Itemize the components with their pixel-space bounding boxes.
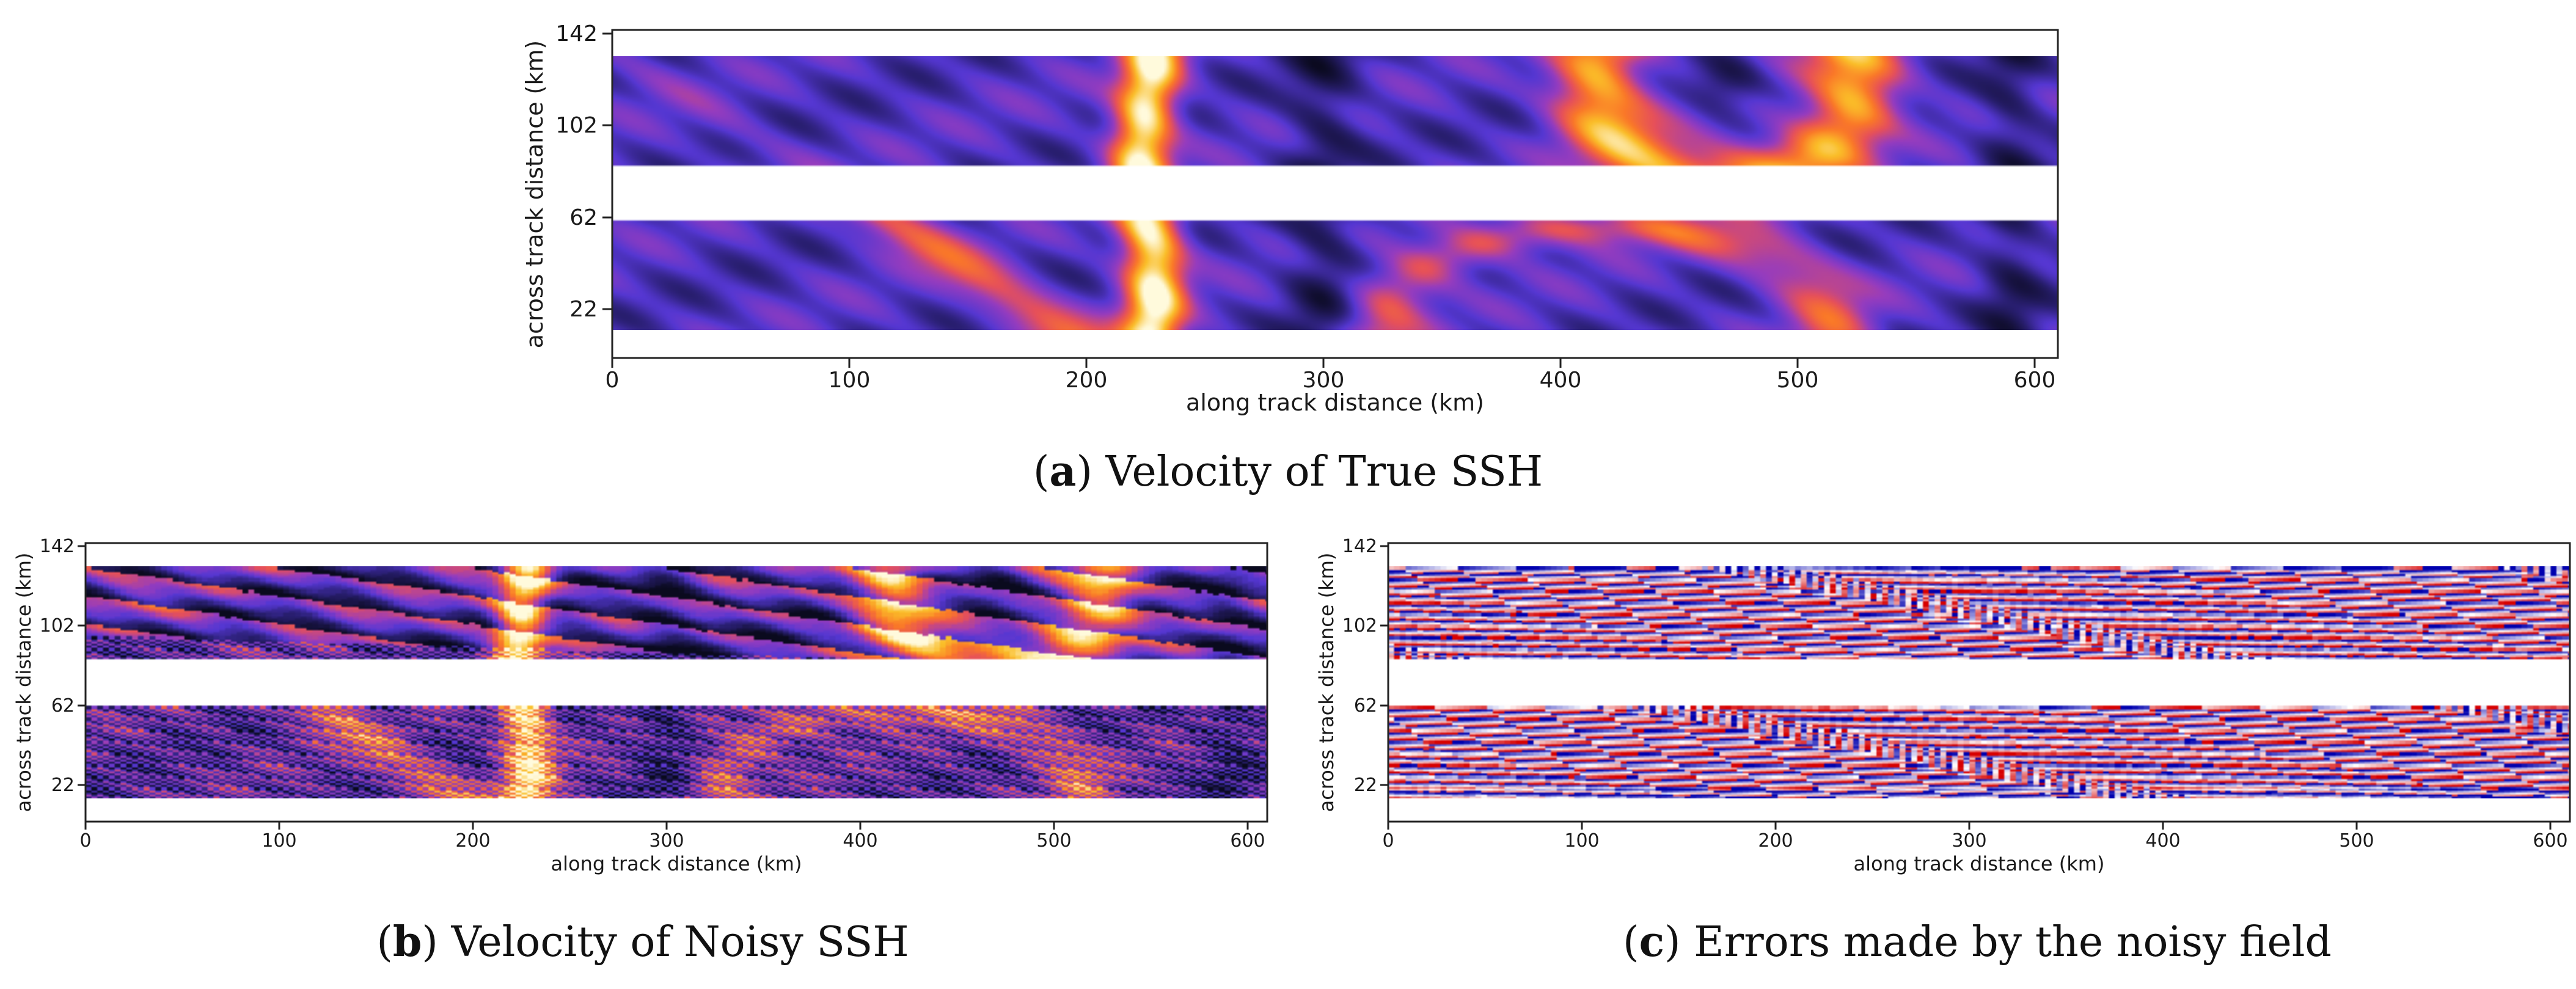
x-tick-label-c-0: 0	[1382, 830, 1394, 852]
x-axis-label-b: along track distance (km)	[551, 852, 802, 875]
heatmap-a	[612, 56, 2058, 330]
y-tick-label-b-142: 142	[40, 536, 75, 557]
y-axis-label-b: across track distance (km)	[12, 553, 35, 812]
x-tick-label-a-6: 600	[2014, 368, 2056, 393]
axes-frame-c	[1387, 542, 2571, 823]
panel-a: 0 100 200 300 400 500 600 22 62 102 142 …	[521, 21, 2059, 496]
panel-b: 0 100 200 300 400 500 600 22 62 102 142 …	[12, 536, 1268, 966]
x-tick-label-b-2: 200	[455, 830, 490, 852]
x-tick-label-c-4: 400	[2145, 830, 2180, 852]
x-tick-label-c-2: 200	[1758, 830, 1793, 852]
caption-letter-b: b	[393, 918, 422, 966]
y-axis-label-c: across track distance (km)	[1315, 553, 1338, 812]
y-tick-label-c-142: 142	[1342, 536, 1377, 557]
y-tick-label-a-22: 22	[569, 297, 598, 322]
caption-c: (c) Errors made by the noisy field	[1623, 918, 2332, 966]
caption-letter-a: a	[1049, 447, 1076, 496]
caption-a: (a) Velocity of True SSH	[1033, 447, 1543, 496]
x-tick-label-b-4: 400	[843, 830, 877, 852]
x-tick-label-c-5: 500	[2339, 830, 2374, 852]
y-tick-label-b-102: 102	[40, 615, 75, 637]
panel-c: 0 100 200 300 400 500 600 22 62 102 142 …	[1315, 536, 2571, 966]
x-tick-label-c-6: 600	[2533, 830, 2567, 852]
y-tick-label-a-102: 102	[555, 113, 598, 138]
y-tick-label-c-22: 22	[1354, 775, 1377, 796]
caption-text-c: Errors made by the noisy field	[1694, 918, 2332, 966]
caption-b: (b) Velocity of Noisy SSH	[376, 918, 909, 966]
x-tick-label-a-3: 300	[1303, 368, 1345, 393]
x-tick-label-a-5: 500	[1777, 368, 1819, 393]
y-tick-label-b-62: 62	[51, 695, 75, 717]
x-axis-label-a: along track distance (km)	[1186, 389, 1484, 416]
caption-text-b: Velocity of Noisy SSH	[451, 918, 909, 966]
caption-text-a: Velocity of True SSH	[1105, 448, 1543, 496]
x-tick-label-c-3: 300	[1952, 830, 1986, 852]
heatmap-b	[86, 566, 1267, 798]
y-tick-label-c-102: 102	[1342, 615, 1377, 637]
x-tick-label-a-1: 100	[829, 368, 871, 393]
y-tick-label-b-22: 22	[51, 775, 75, 796]
heatmap-c	[1388, 566, 2570, 798]
x-tick-label-b-3: 300	[649, 830, 684, 852]
caption-letter-c: c	[1639, 918, 1664, 966]
axes-frame-b	[84, 542, 1268, 823]
y-tick-label-c-62: 62	[1354, 695, 1377, 717]
x-tick-label-b-6: 600	[1230, 830, 1265, 852]
x-tick-label-a-0: 0	[606, 368, 620, 393]
x-tick-label-c-1: 100	[1564, 830, 1599, 852]
y-tick-label-a-142: 142	[555, 21, 598, 46]
x-axis-label-c: along track distance (km)	[1854, 852, 2105, 875]
x-tick-label-b-0: 0	[79, 830, 91, 852]
y-axis-label-a: across track distance (km)	[521, 40, 548, 348]
x-tick-label-b-5: 500	[1036, 830, 1071, 852]
x-tick-label-a-2: 200	[1066, 368, 1108, 393]
x-tick-label-b-1: 100	[262, 830, 296, 852]
x-tick-label-a-4: 400	[1540, 368, 1582, 393]
axes-frame-a	[611, 29, 2059, 359]
y-tick-label-a-62: 62	[569, 205, 598, 230]
